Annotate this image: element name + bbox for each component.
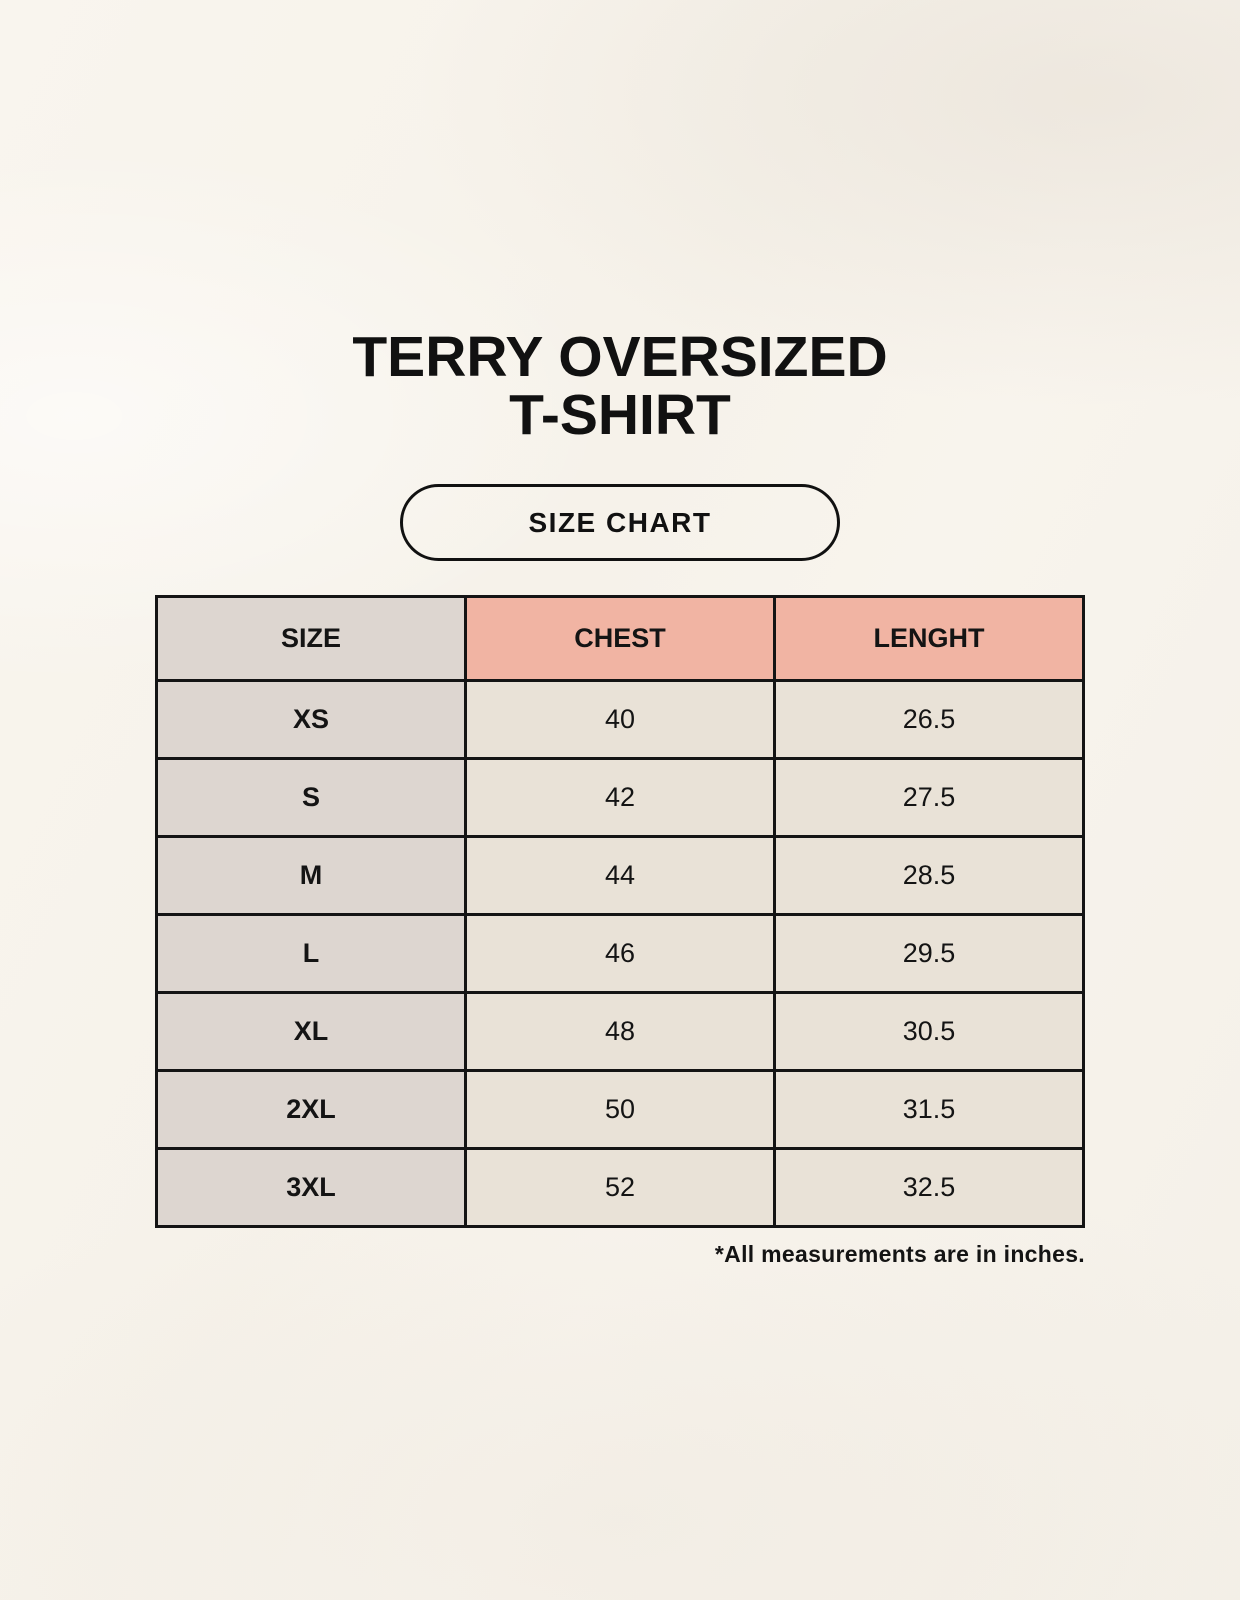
column-header-chest: CHEST xyxy=(464,595,776,683)
length-cell: 27.5 xyxy=(773,757,1085,839)
size-cell: 2XL xyxy=(155,1069,467,1151)
table-row: M 44 28.5 xyxy=(155,835,1085,917)
table-row: S 42 27.5 xyxy=(155,757,1085,839)
page-title-line2: T-SHIRT xyxy=(509,383,731,448)
size-cell: XS xyxy=(155,679,467,761)
table-row: XS 40 26.5 xyxy=(155,679,1085,761)
column-header-length: LENGHT xyxy=(773,595,1085,683)
page-title: TERRY OVERSIZED T-SHIRT xyxy=(0,328,1240,444)
size-cell: XL xyxy=(155,991,467,1073)
length-cell: 30.5 xyxy=(773,991,1085,1073)
table-row: L 46 29.5 xyxy=(155,913,1085,995)
chest-cell: 50 xyxy=(464,1069,776,1151)
length-cell: 32.5 xyxy=(773,1147,1085,1229)
measurements-footnote: *All measurements are in inches. xyxy=(714,1241,1085,1268)
size-cell: M xyxy=(155,835,467,917)
length-cell: 31.5 xyxy=(773,1069,1085,1151)
size-cell: 3XL xyxy=(155,1147,467,1229)
chest-cell: 52 xyxy=(464,1147,776,1229)
table-row: 3XL 52 32.5 xyxy=(155,1147,1085,1229)
size-cell: S xyxy=(155,757,467,839)
chest-cell: 48 xyxy=(464,991,776,1073)
table-header-row: SIZE CHEST LENGHT xyxy=(155,595,1085,683)
column-header-size: SIZE xyxy=(155,595,467,683)
length-cell: 28.5 xyxy=(773,835,1085,917)
size-chart-table: SIZE CHEST LENGHT XS 40 26.5 S 42 27.5 M 44 28.5… xyxy=(155,595,1085,1229)
table-row: XL 48 30.5 xyxy=(155,991,1085,1073)
chest-cell: 46 xyxy=(464,913,776,995)
size-chart-badge: SIZE CHART xyxy=(400,484,840,562)
chest-cell: 40 xyxy=(464,679,776,761)
size-cell: L xyxy=(155,913,467,995)
chest-cell: 44 xyxy=(464,835,776,917)
chest-cell: 42 xyxy=(464,757,776,839)
length-cell: 26.5 xyxy=(773,679,1085,761)
table-row: 2XL 50 31.5 xyxy=(155,1069,1085,1151)
length-cell: 29.5 xyxy=(773,913,1085,995)
page-title-line1: TERRY OVERSIZED xyxy=(352,325,888,389)
